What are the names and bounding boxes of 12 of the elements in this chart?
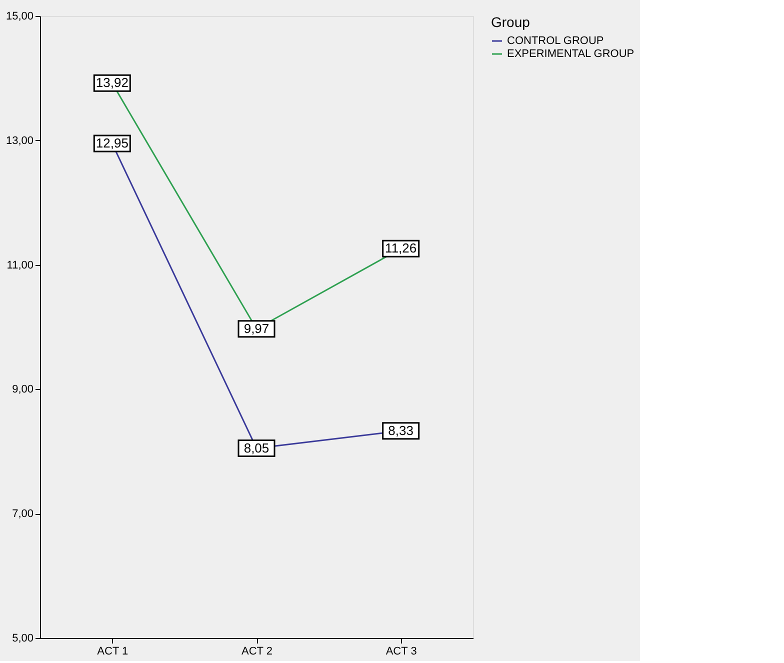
x-tick-label: ACT 2 [242,646,272,658]
y-tick-label: 11,00 [6,259,34,272]
y-tick-label: 9,00 [12,384,34,396]
y-tick-label: 15,00 [6,10,34,22]
y-tick-label: 5,00 [12,632,34,644]
x-tick-label: ACT 1 [97,646,128,658]
y-tick-label: 7,00 [12,508,34,520]
legend-title: Group [491,14,530,30]
legend-label: EXPERIMENTAL GROUP [507,48,634,60]
x-tick-label: ACT 3 [386,646,417,658]
legend-label: CONTROL GROUP [507,35,604,47]
y-tick-label: 13,00 [6,134,34,147]
